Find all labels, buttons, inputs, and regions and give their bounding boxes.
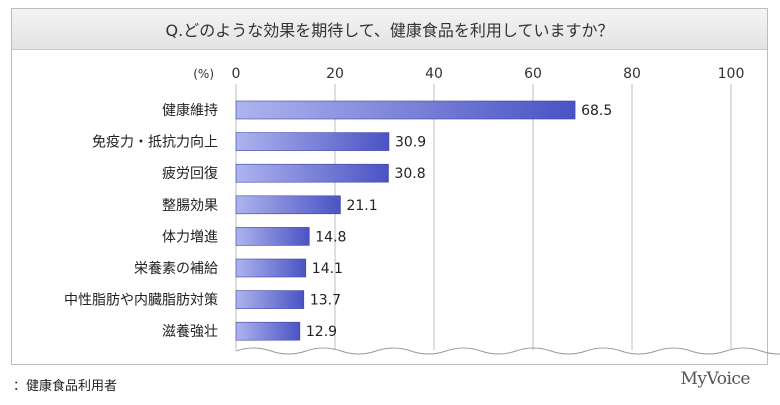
value-label: 12.9 [306, 324, 337, 340]
tick-label: 100 [718, 66, 745, 82]
value-label: 14.1 [312, 261, 343, 277]
footnote: ：健康食品利用者 [13, 379, 118, 394]
chart-frame: Q.どのような効果を期待して、健康食品を利用していますか？ [11, 8, 768, 365]
bar [235, 227, 310, 246]
value-label: 68.5 [581, 103, 612, 119]
category-label: 整腸効果 [162, 198, 218, 214]
value-label: 13.7 [310, 293, 341, 309]
value-label: 14.8 [315, 229, 346, 245]
tick-label: 20 [326, 66, 344, 82]
brand-logo: MyVoice [680, 369, 751, 389]
bar [235, 258, 307, 278]
tick-label: 60 [524, 66, 542, 82]
value-label: 30.8 [394, 166, 425, 182]
bar [235, 195, 341, 215]
category-label: 免疫力・抵抗力向上 [92, 135, 218, 151]
category-label: 疲労回復 [162, 165, 218, 182]
bar [235, 163, 389, 183]
value-label: 30.9 [395, 135, 426, 151]
unit-label: (%) [193, 67, 214, 81]
category-label: 健康維持 [162, 102, 218, 119]
bar [235, 321, 301, 341]
value-label: 21.1 [346, 198, 377, 214]
tick-label: 0 [232, 66, 241, 82]
category-label: 中性脂肪や内臓脂肪対策 [64, 292, 218, 309]
tick-label: 80 [623, 66, 641, 82]
tick-label: 40 [425, 66, 443, 82]
bar [235, 290, 305, 309]
bar [235, 100, 576, 120]
category-label: 滋養強壮 [162, 323, 218, 340]
bar [235, 132, 390, 151]
category-label: 栄養素の補給 [134, 260, 218, 277]
category-label: 体力増進 [162, 229, 218, 245]
question-title: Q.どのような効果を期待して、健康食品を利用していますか？ [12, 9, 767, 50]
axis-break-wave [235, 347, 780, 355]
